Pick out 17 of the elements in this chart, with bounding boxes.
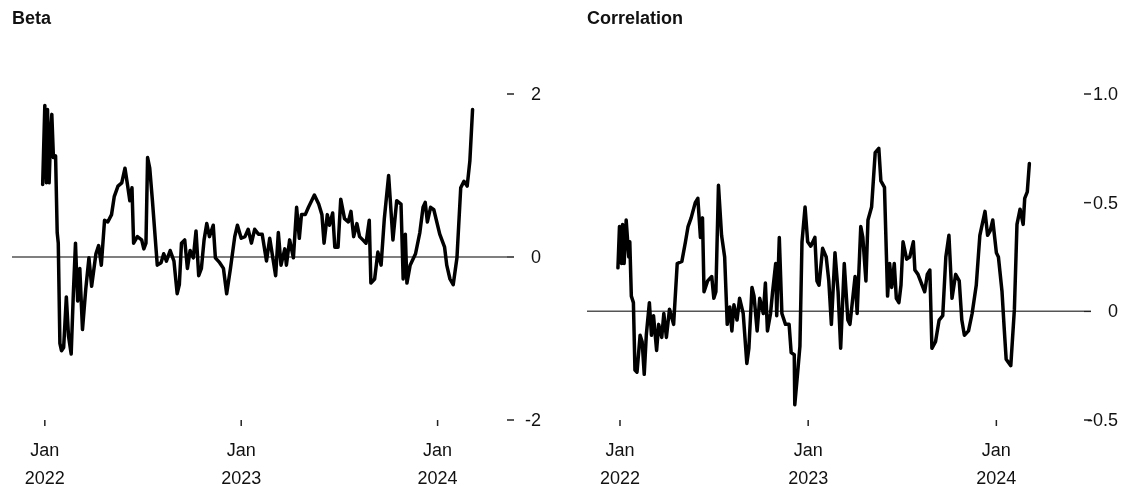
y-tick-label: -2 (524, 410, 541, 430)
x-tick-label: Jan 2023 (788, 440, 829, 488)
x-tick-label: Jan 2023 (221, 440, 262, 488)
y-tick-label: 0 (1107, 301, 1118, 322)
x-tick-label: Jan 2024 (976, 440, 1017, 488)
y-tick-label: 0 (530, 247, 541, 267)
y-tick-label: 2 (530, 84, 541, 104)
chart-title: Beta (12, 8, 52, 28)
y-tick-label: 1.0 (1092, 84, 1118, 104)
y-tick-label: -0.5 (1086, 410, 1118, 430)
x-tick-label: Jan 2022 (599, 440, 641, 488)
line-series (616, 146, 1032, 407)
x-tick-label: Jan 2022 (24, 440, 65, 488)
chart-title: Correlation (587, 8, 684, 28)
line-series (40, 103, 475, 356)
x-tick-label: Jan 2024 (417, 440, 458, 488)
y-tick-label: 0.5 (1092, 192, 1118, 213)
